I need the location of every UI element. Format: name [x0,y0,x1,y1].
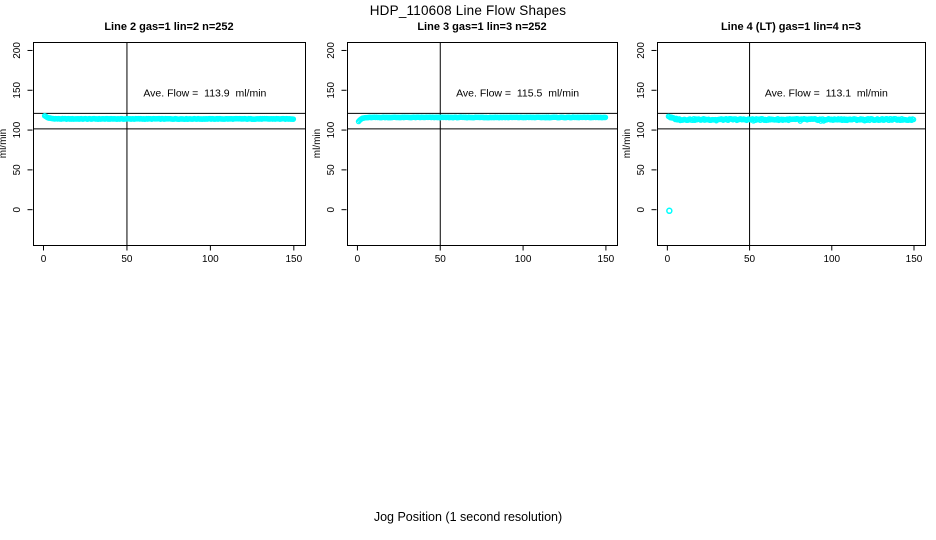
outlier-point [666,207,673,215]
plot-box-border [657,42,926,246]
flow-points [355,114,609,125]
x-tick-label: 150 [906,254,923,265]
y-axis: 0 50 100 150 200 [636,42,657,212]
x-axis-title: Jog Position (1 second resolution) [373,510,563,524]
flow-point [602,114,609,121]
y-tick-label: 50 [326,164,337,176]
x-tick-label: 150 [285,254,302,265]
panel-plot-line2: 0 50 100 150 200 ml/min 0 50 100 150 Ave. Flow = 1… [0,42,306,265]
y-tick-label: 200 [326,42,337,59]
y-axis: 0 50 100 150 200 [326,42,347,212]
x-tick-label: 150 [598,254,615,265]
x-tick-label: 0 [665,254,671,265]
panel-title-line2: Line 2 gas=1 lin=2 n=252 [104,21,234,33]
y-tick-label: 100 [636,121,647,138]
flow-points [665,113,917,124]
y-tick-label: 0 [12,206,23,212]
y-tick-label: 200 [12,42,23,59]
x-tick-label: 100 [515,254,532,265]
plot-box-border [347,42,618,246]
panel-title-line4: Line 4 (LT) gas=1 lin=4 n=3 [720,21,862,33]
y-tick-label: 0 [326,206,337,212]
panel-title-line3: Line 3 gas=1 lin=3 n=252 [417,21,547,33]
x-axis: 0 50 100 150 [41,245,303,265]
x-tick-label: 50 [744,254,756,265]
ave-flow-annotation: Ave. Flow = 115.5 ml/min [456,87,579,99]
x-axis: 0 50 100 150 [355,245,615,265]
x-tick-label: 50 [121,254,133,265]
y-tick-label: 200 [636,42,647,59]
ave-flow-annotation: Ave. Flow = 113.1 ml/min [765,87,888,99]
x-axis: 0 50 100 150 [665,245,923,265]
panel-plot-line4: 0 50 100 150 200 ml/min 0 50 100 150 Ave. Flow = 1… [622,42,926,265]
y-tick-label: 150 [636,81,647,98]
x-tick-label: 0 [355,254,361,265]
ave-flow-annotation: Ave. Flow = 113.9 ml/min [143,87,266,99]
flow-point [290,116,297,122]
y-tick-label: 0 [636,206,647,212]
flow-point [910,116,917,123]
plot-box-border [33,42,306,246]
x-tick-label: 0 [41,254,47,265]
y-axis-label: ml/min [312,129,323,158]
y-tick-label: 150 [12,81,23,98]
y-tick-label: 50 [12,164,23,176]
x-tick-label: 100 [823,254,840,265]
y-axis: 0 50 100 150 200 [12,42,33,212]
y-tick-label: 100 [12,121,23,138]
y-tick-label: 100 [326,121,337,138]
y-tick-label: 150 [326,81,337,98]
x-tick-label: 50 [435,254,447,265]
y-axis-label: ml/min [0,129,9,158]
chart-title: HDP_110608 Line Flow Shapes [369,3,567,18]
x-tick-label: 100 [202,254,219,265]
flow-points [41,113,297,122]
y-axis-label: ml/min [622,129,633,158]
panel-plot-line3: 0 50 100 150 200 ml/min 0 50 100 150 Ave. Flow = 1… [312,42,618,265]
y-tick-label: 50 [636,164,647,176]
